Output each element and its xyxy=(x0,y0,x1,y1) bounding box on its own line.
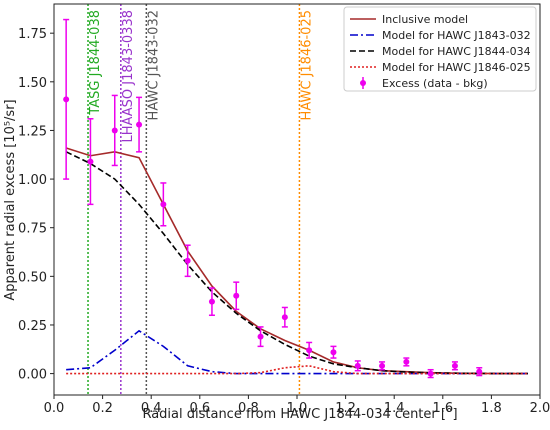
data-point xyxy=(208,298,215,305)
plot-area xyxy=(63,4,528,395)
x-tick-label: 1.4 xyxy=(384,401,405,416)
reference-label: HAWC J1843-032 xyxy=(146,10,161,120)
line xyxy=(65,147,528,375)
x-tick-label: 1.0 xyxy=(287,401,308,416)
y-tick-label: 1.25 xyxy=(18,124,47,139)
x-tick-label: 1.6 xyxy=(432,401,453,416)
plot-frame xyxy=(53,3,541,396)
x-axis-label: Radial distance from HAWC J1844-034 cent… xyxy=(142,407,457,422)
line xyxy=(65,151,528,375)
x-tick-label: 0.8 xyxy=(238,401,259,416)
data-point xyxy=(63,96,70,103)
x-tick-label: 2.0 xyxy=(530,401,550,416)
y-tick-label: 0.75 xyxy=(18,222,47,237)
x-tick-label: 0.0 xyxy=(44,401,65,416)
legend-swatch xyxy=(360,80,366,86)
x-tick-label: 1.8 xyxy=(481,401,502,416)
data-point xyxy=(233,292,240,299)
legend-label: Excess (data - bkg) xyxy=(382,77,488,90)
x-tick-label: 0.2 xyxy=(92,401,113,416)
data-point xyxy=(87,158,94,165)
data-point xyxy=(354,362,361,369)
data-point xyxy=(330,349,337,356)
legend-label: Model for HAWC J1844-034 xyxy=(382,45,531,58)
x-tick-label: 0.4 xyxy=(141,401,162,416)
y-tick-label: 0.50 xyxy=(18,270,47,285)
data-point xyxy=(476,368,483,375)
y-tick-label: 1.00 xyxy=(18,173,47,188)
y-axis-label: Apparent radial excess [10⁵/sr] xyxy=(3,99,18,300)
data-point xyxy=(306,347,313,354)
y-tick-label: 0.25 xyxy=(18,319,47,334)
line xyxy=(66,329,528,375)
reference-label: TASG J1844-038 xyxy=(88,10,103,116)
line xyxy=(66,365,528,375)
data-point xyxy=(427,370,434,377)
data-point xyxy=(111,127,118,134)
y-tick-label: 1.50 xyxy=(18,76,47,91)
legend-label: Model for HAWC J1843-032 xyxy=(382,29,531,42)
legend-label: Inclusive model xyxy=(382,13,468,26)
data-point xyxy=(403,358,410,365)
data-point xyxy=(136,121,143,128)
data-point xyxy=(184,257,191,264)
x-tick-label: 0.6 xyxy=(189,401,210,416)
legend-label: Model for HAWC J1846-025 xyxy=(382,61,531,74)
data-point xyxy=(160,201,167,208)
y-tick-label: 1.75 xyxy=(18,27,47,42)
data-point xyxy=(257,333,264,340)
reference-label: LHAASO J1843-0338 xyxy=(121,10,136,142)
data-point xyxy=(451,362,458,369)
y-tick-label: 0.00 xyxy=(18,368,47,383)
x-tick-label: 1.2 xyxy=(335,401,356,416)
data-point xyxy=(379,362,386,369)
data-point xyxy=(281,314,288,321)
legend-box xyxy=(343,6,537,92)
reference-label: HAWC J1846-025 xyxy=(299,10,314,120)
